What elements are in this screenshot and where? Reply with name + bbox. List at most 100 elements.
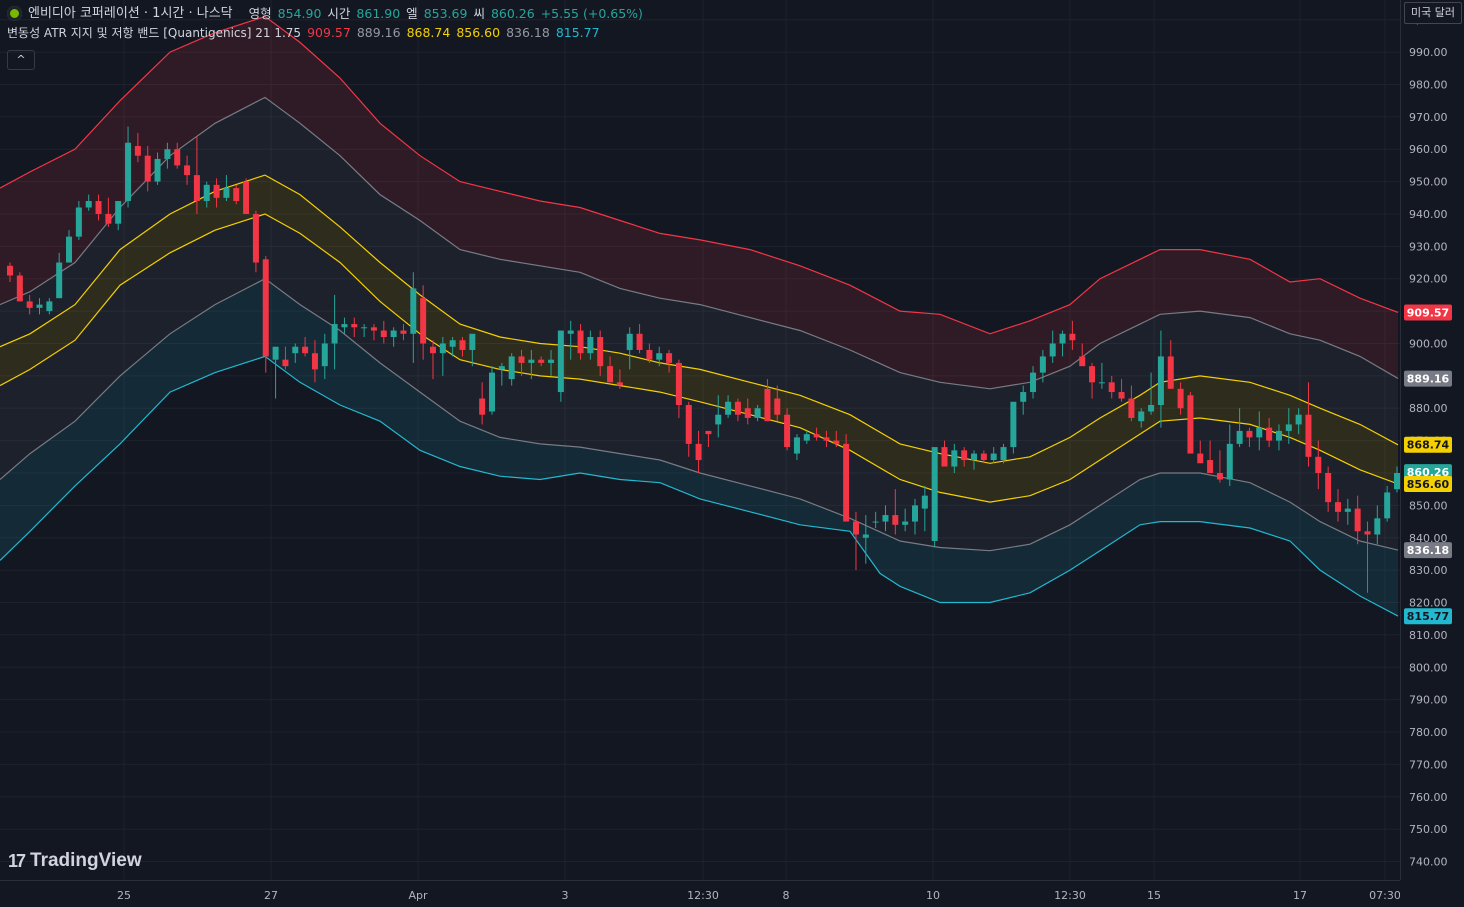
price-tick-label: 810.00 bbox=[1409, 629, 1448, 642]
candle-body bbox=[154, 158, 161, 182]
candle-body bbox=[548, 359, 555, 363]
candlestick-chart[interactable] bbox=[0, 0, 1400, 880]
candle-body bbox=[193, 175, 200, 202]
candle-body bbox=[1187, 395, 1194, 454]
upper-band-fill bbox=[0, 16, 1398, 389]
candle-body bbox=[66, 236, 73, 263]
candle-body bbox=[597, 337, 604, 367]
candle-body bbox=[1049, 343, 1056, 357]
candle-body bbox=[36, 304, 43, 308]
time-tick-label: Apr bbox=[408, 889, 428, 902]
price-tag-label: 909.57 bbox=[1407, 307, 1449, 320]
candle-body bbox=[1334, 502, 1341, 512]
symbol-legend-row[interactable]: 엔비디아 코퍼레이션 · 1시간 · 나스닥 영형 854.90 시간 861.90… bbox=[7, 4, 643, 23]
candle-body bbox=[282, 359, 289, 367]
candle-body bbox=[16, 275, 23, 302]
price-tag-label: 856.60 bbox=[1407, 478, 1450, 491]
candle-body bbox=[1020, 392, 1027, 402]
candle-body bbox=[656, 353, 663, 360]
candle-body bbox=[1207, 460, 1214, 473]
candle-body bbox=[498, 366, 505, 370]
candle-body bbox=[1030, 372, 1037, 393]
currency-button[interactable]: 미국 달러 bbox=[1404, 2, 1462, 24]
indicator-name[interactable]: 변동성 ATR 지지 및 저항 밴드 [Quantigenics] 21 1.7… bbox=[7, 25, 302, 40]
time-axis-scale: 25 27 Apr 3 12:30 8 10 12:30 15 17 07:30 bbox=[117, 889, 1400, 902]
candle-body bbox=[390, 330, 397, 338]
candle-body bbox=[1079, 356, 1086, 367]
center-lower-line bbox=[0, 213, 1399, 503]
price-tag bbox=[1404, 436, 1452, 453]
low-label: 엘 bbox=[406, 5, 418, 21]
price-tick-label: 980.00 bbox=[1409, 78, 1448, 91]
candle-body bbox=[1157, 356, 1164, 406]
indicator-value-center-upper: 868.74 bbox=[406, 24, 451, 40]
candle-body bbox=[607, 366, 614, 383]
candle-body bbox=[1069, 333, 1076, 341]
candle-body bbox=[1138, 411, 1145, 422]
candle-body bbox=[1285, 424, 1292, 431]
time-tick-label: 17 bbox=[1293, 889, 1307, 902]
price-tick-label: 850.00 bbox=[1409, 499, 1448, 512]
price-tick-label: 750.00 bbox=[1409, 823, 1448, 836]
candle-body bbox=[902, 521, 909, 525]
candle-body bbox=[213, 184, 220, 198]
price-tag-label: 868.74 bbox=[1407, 439, 1450, 452]
candle-body bbox=[1344, 508, 1351, 512]
candle-body bbox=[400, 330, 407, 334]
time-tick-label: 25 bbox=[117, 889, 131, 902]
candle-body bbox=[292, 346, 299, 354]
candle-body bbox=[174, 149, 181, 166]
open-label: 영형 bbox=[248, 5, 272, 21]
price-axis[interactable]: 1,000.00990.00980.00970.00960.00950.0094… bbox=[1400, 0, 1464, 880]
candle-body bbox=[921, 495, 928, 509]
time-tick-label: 27 bbox=[264, 889, 278, 902]
time-tick-label: 07:30 bbox=[1369, 889, 1400, 902]
candle-body bbox=[793, 437, 800, 454]
tradingview-logo[interactable]: 17 TradingView bbox=[8, 850, 142, 872]
candle-body bbox=[380, 330, 387, 338]
candle-body bbox=[626, 333, 633, 350]
candle-body bbox=[518, 356, 525, 363]
candle-body bbox=[1315, 456, 1322, 473]
candle-body bbox=[1236, 430, 1243, 444]
candle-body bbox=[971, 453, 978, 461]
candle-body bbox=[56, 262, 63, 299]
candle-body bbox=[695, 443, 702, 461]
price-tag-label: 889.16 bbox=[1407, 373, 1450, 386]
candle-body bbox=[26, 301, 33, 308]
candle-body bbox=[272, 346, 279, 360]
candle-body bbox=[774, 398, 781, 415]
price-tag bbox=[1404, 476, 1452, 493]
legend: 엔비디아 코퍼레이션 · 1시간 · 나스닥 영형 854.90 시간 861.90… bbox=[7, 4, 643, 42]
indicator-value-upper-mid: 889.16 bbox=[356, 24, 401, 40]
candle-body bbox=[85, 201, 92, 208]
candle-body bbox=[577, 330, 584, 354]
candle-body bbox=[1216, 472, 1223, 480]
candle-body bbox=[95, 201, 102, 214]
candle-body bbox=[833, 440, 840, 444]
candle-body bbox=[980, 453, 987, 461]
indicator-value-upper: 909.57 bbox=[307, 24, 351, 40]
candle-body bbox=[675, 362, 682, 406]
candle-body bbox=[311, 353, 318, 370]
candle-body bbox=[1059, 333, 1066, 344]
candle-body bbox=[764, 388, 771, 422]
candle-body bbox=[823, 437, 830, 441]
candle-body bbox=[1148, 405, 1155, 412]
price-tag-label: 815.77 bbox=[1407, 610, 1449, 623]
collapse-legend-button[interactable]: ^ bbox=[7, 50, 35, 70]
candle-body bbox=[931, 447, 938, 541]
price-tag-label: 860.26 bbox=[1407, 466, 1450, 479]
nvidia-logo-icon bbox=[7, 6, 22, 21]
chart-pane[interactable] bbox=[0, 0, 1400, 880]
candle-body bbox=[715, 414, 722, 425]
candle-body bbox=[852, 521, 859, 535]
tradingview-logo-text: TradingView bbox=[30, 850, 142, 871]
price-tick-label: 770.00 bbox=[1409, 758, 1448, 771]
open-value: 854.90 bbox=[277, 5, 322, 21]
indicator-legend-row[interactable]: 변동성 ATR 지지 및 저항 밴드 [Quantigenics] 21 1.7… bbox=[7, 23, 643, 42]
candle-body bbox=[203, 184, 210, 202]
candle-body bbox=[1128, 398, 1135, 418]
symbol-title[interactable]: 엔비디아 코퍼레이션 · 1시간 · 나스닥 bbox=[28, 5, 233, 21]
time-axis[interactable]: 25 27 Apr 3 12:30 8 10 12:30 15 17 07:30 bbox=[0, 880, 1400, 906]
